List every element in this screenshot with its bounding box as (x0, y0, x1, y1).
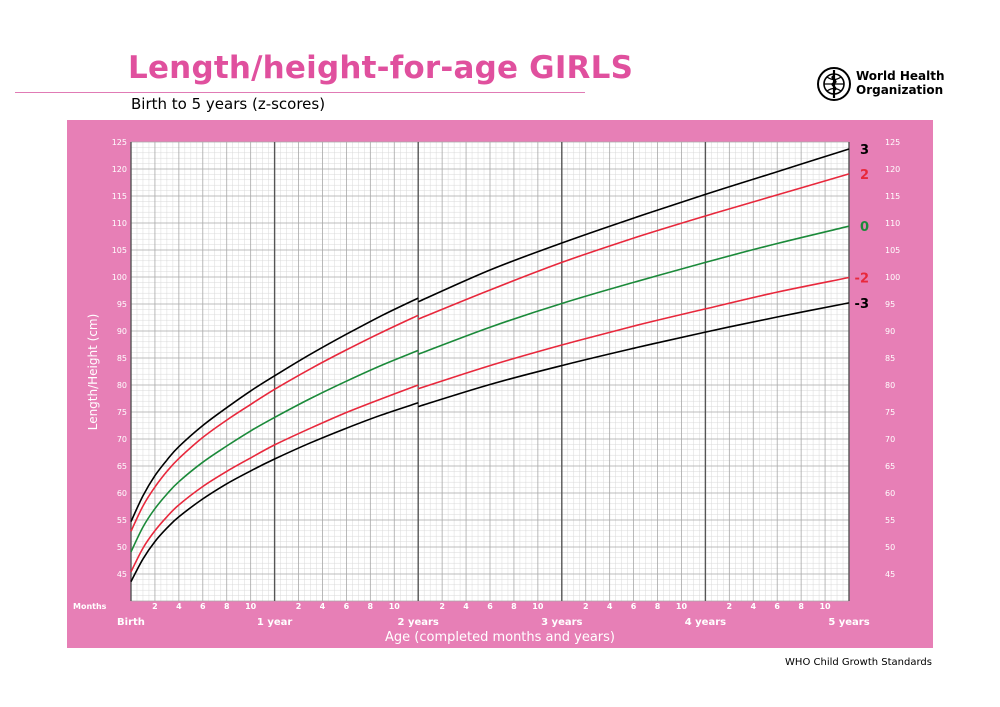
x-month-tick-label: 2 (152, 602, 158, 611)
y-tick-label: 80 (117, 381, 127, 390)
y-tick-label: 95 (885, 300, 895, 309)
who-emblem-icon (817, 67, 851, 101)
y-tick-label: 125 (885, 138, 900, 147)
y-tick-label: 95 (117, 300, 127, 309)
y-tick-label: 45 (117, 570, 127, 579)
x-month-tick-label: 6 (631, 602, 637, 611)
year-lines (130, 142, 850, 601)
x-month-tick-label: 10 (819, 602, 831, 611)
curve-label-z0: 0 (860, 220, 869, 235)
y-tick-label: 110 (112, 219, 127, 228)
y-tick-label: 60 (117, 489, 127, 498)
x-month-tick-label: 2 (727, 602, 733, 611)
x-year-label: 4 years (685, 617, 726, 628)
curve-z-2 (417, 276, 850, 390)
x-year-label: 1 year (257, 617, 292, 628)
curves (130, 148, 850, 582)
x-month-tick-label: 2 (439, 602, 445, 611)
x-month-tick-label: 4 (607, 602, 613, 611)
y-tick-label: 60 (885, 489, 895, 498)
curve-label-z-2: -2 (855, 272, 869, 287)
x-month-tick-label: 6 (487, 602, 493, 611)
y-tick-label: 80 (885, 381, 895, 390)
curve-z0 (130, 349, 419, 553)
organization-line2: Organization (856, 83, 944, 97)
x-month-tick-label: 8 (511, 602, 517, 611)
y-tick-label: 50 (885, 543, 895, 552)
x-year-label: 3 years (541, 617, 582, 628)
x-month-tick-label: 8 (368, 602, 374, 611)
y-tick-label: 105 (112, 246, 127, 255)
curve-label-z-3: -3 (855, 297, 869, 312)
y-tick-label: 70 (885, 435, 895, 444)
y-tick-label: 110 (885, 219, 900, 228)
y-tick-label: 55 (885, 516, 895, 525)
y-tick-label: 100 (885, 273, 900, 282)
y-tick-label: 65 (117, 462, 127, 471)
curve-z-3 (130, 402, 419, 582)
y-tick-label: 55 (117, 516, 127, 525)
x-axis-title: Age (completed months and years) (385, 630, 615, 645)
chart-title: Length/height-for-age GIRLS (128, 50, 634, 86)
x-year-label: 2 years (398, 617, 439, 628)
footer-text: WHO Child Growth Standards (785, 657, 932, 668)
x-month-tick-label: 2 (583, 602, 589, 611)
x-month-tick-label: 4 (463, 602, 469, 611)
y-tick-label: 75 (117, 408, 127, 417)
y-tick-label: 90 (117, 327, 127, 336)
chart-subtitle: Birth to 5 years (z-scores) (131, 95, 326, 113)
curve-z-3 (417, 302, 850, 408)
x-month-tick-label: 6 (344, 602, 350, 611)
curve-z3 (130, 297, 419, 522)
organization-name: World Health Organization (856, 69, 945, 97)
y-tick-label: 120 (885, 165, 900, 174)
y-axis-left: 45 50 55 60 65 70 75 80 85 90 95 100 105 110 115 120 125 (112, 138, 127, 579)
x-month-tick-label: 10 (389, 602, 401, 611)
curve-z-2 (130, 384, 419, 573)
y-tick-label: 85 (885, 354, 895, 363)
title-divider (15, 92, 585, 93)
y-axis-title: Length/Height (cm) (86, 314, 100, 431)
y-tick-label: 45 (885, 570, 895, 579)
x-month-tick-label: 6 (774, 602, 780, 611)
x-month-tick-label: 10 (532, 602, 544, 611)
x-month-tick-label: 4 (320, 602, 326, 611)
curve-z2 (417, 173, 850, 320)
who-logo: World Health Organization (816, 66, 945, 104)
x-month-tick-label: 4 (176, 602, 182, 611)
y-tick-label: 65 (885, 462, 895, 471)
curve-z3 (417, 148, 850, 303)
months-axis-label: Months (73, 602, 107, 611)
y-tick-label: 85 (117, 354, 127, 363)
x-year-label: Birth (117, 617, 145, 628)
y-tick-label: 115 (885, 192, 900, 201)
x-month-tick-label: 10 (245, 602, 257, 611)
y-tick-label: 90 (885, 327, 895, 336)
y-tick-label: 70 (117, 435, 127, 444)
x-month-tick-label: 2 (296, 602, 302, 611)
x-month-tick-label: 6 (200, 602, 206, 611)
x-axis: 2 4 6 8 10 2 4 6 8 10 2 4 6 8 10 2 4 6 8 10 2 4 6 8 10 Birth 1 yea… (117, 602, 870, 628)
x-year-label: 5 years (828, 617, 869, 628)
curve-label-z3: 3 (860, 143, 869, 158)
y-axis-right: 45 50 55 60 65 70 75 80 85 90 95 100 105 110 115 120 125 (885, 138, 900, 579)
curve-z0 (417, 225, 850, 355)
curve-z2 (130, 314, 419, 532)
x-month-tick-label: 4 (750, 602, 756, 611)
y-tick-label: 75 (885, 408, 895, 417)
x-month-tick-label: 8 (655, 602, 661, 611)
x-month-tick-label: 8 (798, 602, 804, 611)
y-tick-label: 50 (117, 543, 127, 552)
y-tick-label: 120 (112, 165, 127, 174)
curve-labels: 3 2 0 -2 -3 (855, 143, 869, 312)
x-month-tick-label: 8 (224, 602, 230, 611)
y-tick-label: 115 (112, 192, 127, 201)
x-month-tick-label: 10 (676, 602, 688, 611)
y-tick-label: 100 (112, 273, 127, 282)
organization-line1: World Health (856, 69, 945, 83)
curve-label-z2: 2 (860, 168, 869, 183)
y-tick-label: 105 (885, 246, 900, 255)
y-tick-label: 125 (112, 138, 127, 147)
